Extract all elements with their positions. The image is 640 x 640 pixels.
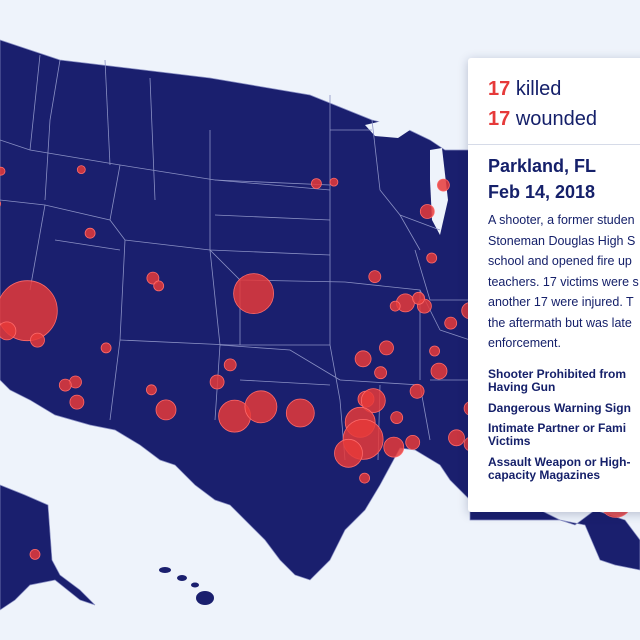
incident-marker[interactable] (100, 342, 112, 354)
card-divider (468, 144, 640, 145)
factor-line: capacity Magazines (488, 468, 601, 482)
description-line: A shooter, a former studen (488, 213, 635, 227)
incident-marker[interactable] (379, 340, 394, 356)
incident-marker[interactable] (448, 429, 465, 447)
factor-intimate-partner: Intimate Partner or Fami Victims (488, 422, 626, 448)
incident-marker[interactable] (430, 362, 448, 380)
incident-marker[interactable] (244, 390, 278, 424)
incident-marker[interactable] (436, 178, 450, 192)
incident-marker[interactable] (233, 273, 275, 315)
incident-marker[interactable] (0, 200, 1, 208)
incident-marker[interactable] (426, 252, 438, 264)
incident-marker[interactable] (419, 204, 435, 219)
incident-marker[interactable] (444, 316, 458, 330)
incident-marker[interactable] (69, 394, 85, 410)
incident-marker[interactable] (223, 358, 237, 372)
incident-marker[interactable] (84, 227, 96, 239)
incident-marker[interactable] (155, 399, 177, 421)
incident-marker[interactable] (153, 280, 165, 292)
killed-label: killed (515, 78, 562, 100)
incident-marker[interactable] (146, 271, 160, 285)
incident-marker[interactable] (405, 434, 421, 450)
incident-location: Parkland, FL (488, 156, 597, 176)
description-line: teachers. 17 victims were s (488, 274, 639, 289)
incident-marker[interactable] (0, 321, 17, 341)
incident-marker[interactable] (209, 374, 225, 390)
incident-marker[interactable] (329, 177, 339, 187)
incident-marker[interactable] (285, 398, 315, 428)
incident-marker[interactable] (390, 411, 404, 425)
factor-warning-signs: Dangerous Warning Sign (488, 402, 631, 415)
incident-marker[interactable] (76, 165, 86, 175)
hawaii-islands (159, 567, 214, 605)
factor-line: Shooter Prohibited from (488, 367, 626, 381)
factor-assault-weapon: Assault Weapon or High- capacity Magazin… (488, 456, 630, 482)
description-line: another 17 were injured. T (488, 295, 634, 309)
alaska-landmass (0, 484, 96, 611)
factor-line: Having Gun (488, 380, 556, 394)
wounded-stat: 17 wounded (488, 108, 597, 131)
incident-marker[interactable] (0, 166, 6, 176)
incident-marker[interactable] (29, 549, 41, 560)
killed-count: 17 (488, 78, 511, 100)
factor-line: Dangerous Warning Sign (488, 401, 631, 415)
factor-line: Assault Weapon or High- (488, 455, 631, 469)
incident-marker[interactable] (354, 350, 372, 368)
incident-marker[interactable] (389, 300, 401, 312)
factor-line: Victims (488, 434, 531, 448)
killed-stat: 17 killed (488, 78, 561, 101)
lake-superior (365, 118, 410, 138)
factor-prohibited-shooter: Shooter Prohibited from Having Gun (488, 368, 626, 394)
incident-marker[interactable] (374, 366, 388, 380)
wounded-label: wounded (515, 108, 597, 130)
incident-marker[interactable] (334, 438, 363, 468)
factor-line: Intimate Partner or Fami (488, 421, 627, 435)
incident-marker[interactable] (310, 178, 322, 190)
description-line: Stoneman Douglas High S (488, 233, 636, 248)
incident-marker[interactable] (58, 378, 72, 392)
wounded-count: 17 (488, 108, 511, 130)
incident-marker[interactable] (409, 383, 425, 399)
incident-date: Feb 14, 2018 (488, 182, 596, 202)
description-line: enforcement. (488, 336, 561, 350)
incident-marker[interactable] (145, 384, 157, 396)
incident-marker[interactable] (360, 388, 386, 414)
lake-michigan (430, 148, 448, 235)
incident-marker[interactable] (30, 332, 45, 348)
description-line: the aftermath but was late (488, 315, 632, 330)
incident-marker[interactable] (368, 270, 382, 284)
incident-marker[interactable] (383, 436, 405, 458)
incident-description: A shooter, a former studen Stoneman Doug… (488, 210, 640, 354)
incident-marker[interactable] (412, 291, 426, 305)
incident-marker[interactable] (359, 472, 371, 484)
incident-detail-card[interactable]: 17 killed 17 wounded Parkland, FL Feb 14… (468, 58, 640, 512)
description-line: school and opened fire up (488, 254, 632, 268)
incident-marker[interactable] (429, 345, 441, 357)
